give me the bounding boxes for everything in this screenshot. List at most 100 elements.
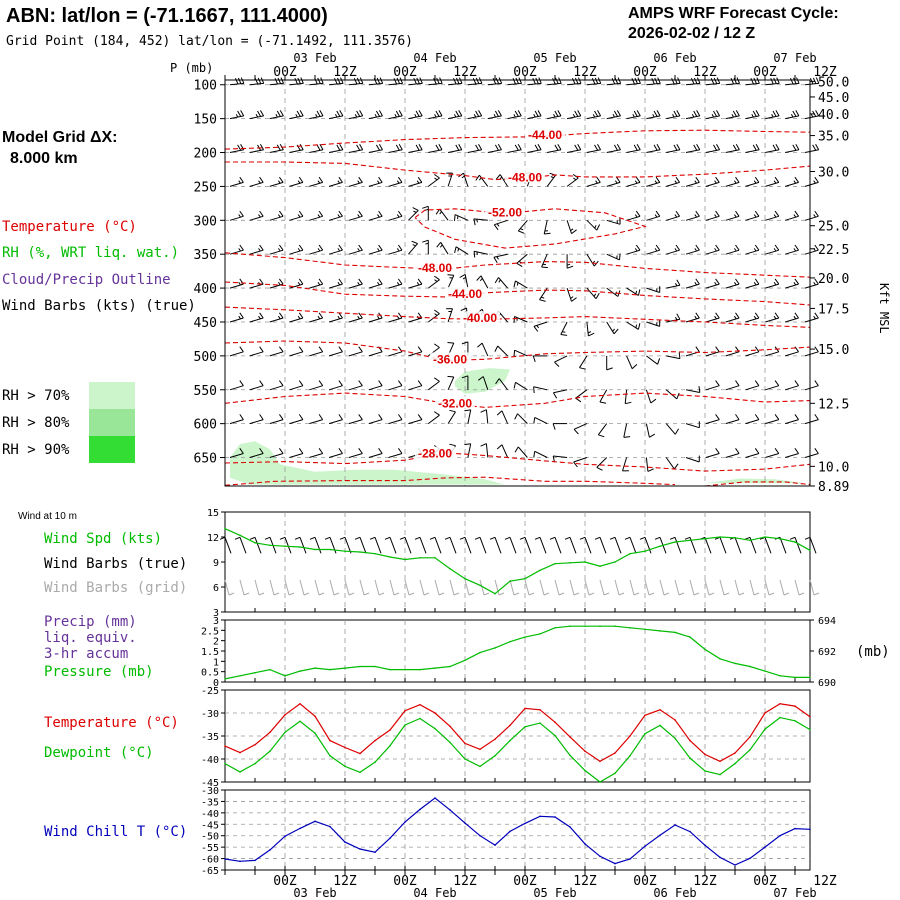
surface-wind-barb-grid [779,579,790,596]
surface-wind-barb-grid [764,579,775,596]
barb-feather [678,352,681,359]
barb-shaft [705,82,720,86]
barb-feather [715,448,720,454]
barb-feather [755,144,760,151]
wind-barb [329,144,344,153]
wind-barb [309,144,324,153]
kft-axis-label: Kft MSL [877,283,891,334]
barb-shaft [269,115,284,120]
barb-shaft [725,419,740,425]
barb-shaft [659,579,665,596]
barb-feather [324,536,331,540]
barb-shaft [645,423,650,438]
wind-barb [448,110,463,120]
barb-shaft [254,537,262,554]
barb-shaft [745,115,760,120]
barb-shaft [328,453,343,458]
wind-chill-line-point [794,827,796,830]
barb-feather [299,110,304,117]
barb-shaft [299,537,307,554]
hour-label: 12Z [573,65,597,80]
barb-feather [259,448,264,454]
wind-speed-line-point [629,552,631,555]
temperature-line-point [299,703,301,705]
barb-feather [513,592,520,596]
surface-wind-barb-grid [254,579,265,596]
barb-feather [775,144,780,151]
barb-shaft [764,579,770,596]
barb-shaft [434,537,442,554]
temperature-line-point [284,714,286,716]
barb-shaft [566,177,579,187]
barb-shaft [514,349,528,357]
barb-shaft [765,82,780,86]
barb-half-feather [461,175,465,179]
wind-barb [427,173,440,187]
barb-half-feather [396,282,400,286]
barb-feather [514,446,519,453]
wind-barb [586,321,595,337]
barb-shaft [289,249,304,255]
barb-shaft [408,283,423,289]
wind-barb [547,144,562,153]
wind-barb [269,176,284,187]
barb-shaft [507,149,522,153]
barb-feather [693,592,700,596]
surface-wind-barb-grid [644,579,655,596]
barb-shaft [368,249,383,255]
barb-shaft [408,243,418,255]
wind-speed-line-point [389,556,391,558]
surface-wind-barb-true [444,536,457,554]
wind-barb [348,312,363,323]
barb-shaft [497,345,508,357]
barb-feather [303,592,310,596]
pressure-line-point [794,676,796,679]
wind-speed-line-point [464,577,466,580]
barb-half-feather [425,208,429,211]
surface-wind-barb-true [354,536,367,554]
barb-half-feather [377,214,380,218]
wind-barb [745,210,760,221]
temperature-contour-9 [224,476,676,486]
wind-chill-line-point [509,830,511,833]
value-tick-label: -55 [201,843,219,854]
barb-half-feather [733,248,737,252]
barb-shaft [467,82,482,86]
surface-wind-barb-true [519,536,532,554]
wind-barb [408,414,423,425]
barb-feather [557,144,562,151]
barb-feather [695,210,700,217]
temperature-line-point [389,729,391,731]
barb-shaft [249,149,264,153]
barb-feather [573,592,580,596]
day-label: 07 Feb [773,886,816,900]
barb-shaft [309,149,324,153]
pressure-tick-label: 200 [194,147,217,162]
temperature-line-point [569,736,571,738]
wind-barb [624,389,632,405]
wind-barb [494,345,508,357]
day-label: 04 Feb [413,886,456,900]
wind-chill-line-point [419,808,421,811]
barb-shaft [329,149,343,153]
barb-shaft [745,149,760,153]
pressure-line-point [689,636,691,638]
dewpoint-line-point [329,755,331,757]
barb-shaft [498,378,509,391]
barb-shaft [705,249,720,255]
barb-shaft [606,287,619,297]
barb-feather [696,110,701,117]
surface-wind-barb-grid [794,579,805,596]
barb-shaft [299,579,305,596]
pressure-line-point [569,625,571,627]
wind-chill-line-point [779,834,781,837]
surface-wind-barb-true [399,536,412,554]
barb-shaft [368,82,383,86]
barb-feather [492,77,497,85]
barb-feather [752,144,757,151]
barb-shaft [765,215,779,221]
barb-feather [673,463,679,470]
barb-feather [259,144,265,151]
temperature-line-point [524,707,526,710]
barb-feather [354,536,361,540]
